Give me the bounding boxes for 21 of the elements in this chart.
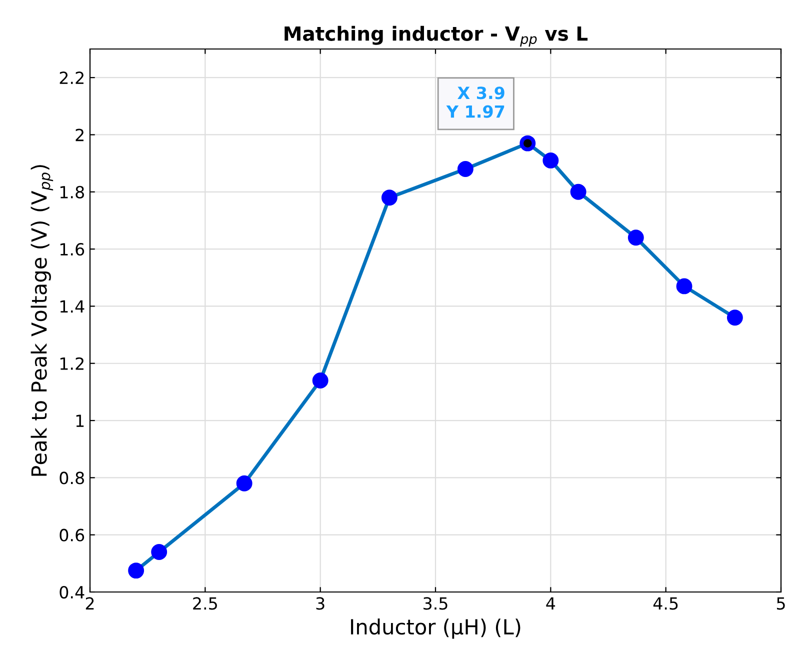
- x-tick-label: 3.5: [424, 597, 448, 610]
- x-tick-label: 4: [546, 597, 556, 610]
- y-tick-label: 0.4: [60, 586, 84, 599]
- x-tick-label: 3: [316, 597, 324, 610]
- x-tick-label: 5: [776, 597, 785, 610]
- y-tick-label: 1.2: [60, 357, 84, 370]
- y-tick-label: 1.6: [60, 243, 84, 256]
- y-tick-label: 2.2: [60, 72, 84, 84]
- x-axis-title: Inductor (μH) (L): [351, 618, 520, 639]
- x-tick-label: 2.5: [193, 597, 217, 610]
- y-tick-label: 2: [76, 128, 84, 142]
- chart-title: Matching inductor - V$_{pp}$ vs L: [284, 26, 588, 47]
- y-tick-label: 0.6: [60, 528, 84, 542]
- y-tick-label: 1.4: [60, 300, 84, 313]
- y-axis-title: Peak to Peak Voltage (V) (V$_{pp}$): [30, 165, 54, 476]
- x-tick-label: 4.5: [653, 597, 678, 610]
- y-tick-label: 1: [76, 414, 84, 427]
- y-tick-label: 0.8: [60, 472, 84, 484]
- x-tick-label: 2: [86, 597, 94, 610]
- y-tick-label: 1.8: [60, 186, 84, 198]
- annotation: X 3.9 Y 1.97: [446, 86, 504, 118]
